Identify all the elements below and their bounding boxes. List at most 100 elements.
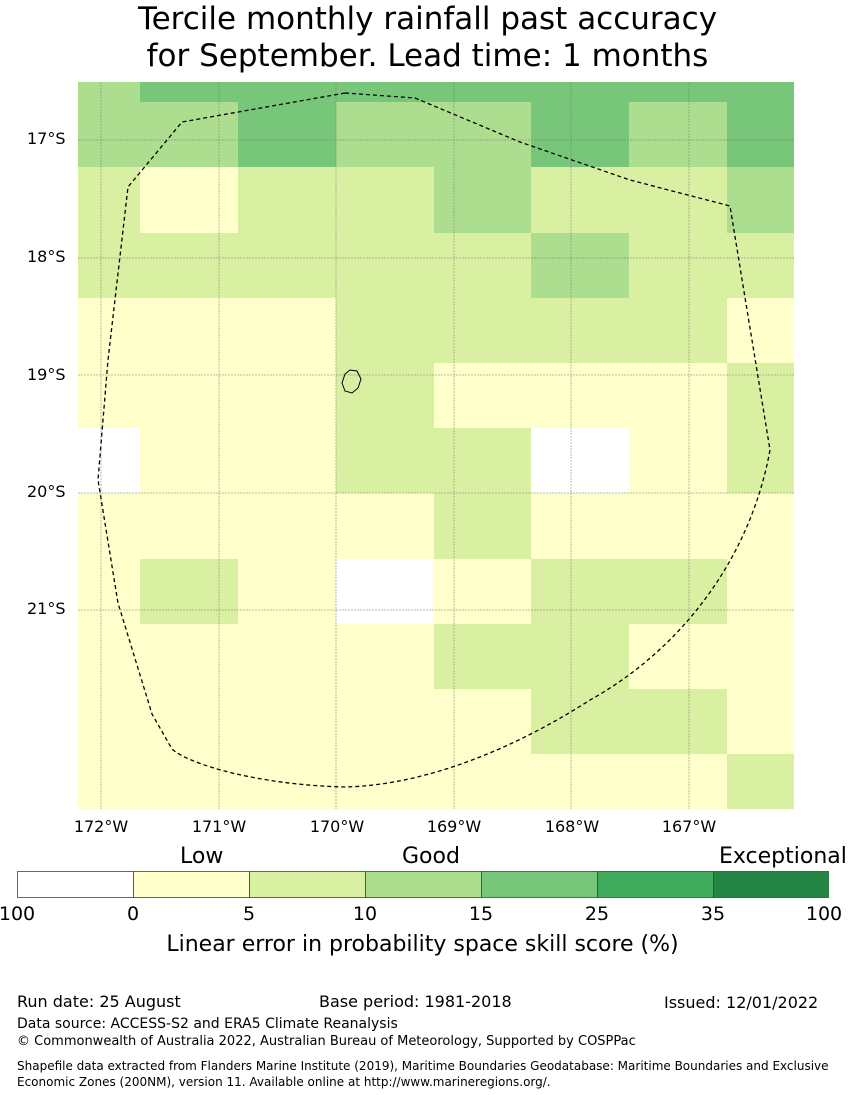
skill-cell (727, 82, 794, 102)
skill-cell (531, 102, 629, 167)
skill-cell (434, 82, 531, 102)
skill-cell (434, 233, 531, 298)
skill-cell (78, 298, 140, 363)
skill-cell (238, 167, 336, 233)
skill-cell (336, 298, 434, 363)
skill-cell (629, 754, 727, 809)
skill-cell (336, 493, 434, 559)
skill-cell (727, 298, 794, 363)
skill-cell (140, 298, 238, 363)
skill-cell (238, 233, 336, 298)
eez-boundary (97, 92, 771, 788)
run-date: Run date: 25 August (17, 992, 181, 1011)
issued-date: Issued: 12/01/2022 (664, 993, 819, 1012)
skill-cell (238, 559, 336, 624)
skill-cell (78, 624, 140, 689)
shapefile-credit-line1: Shapefile data extracted from Flanders M… (17, 1059, 829, 1073)
lat-label-20s: 20°S (27, 482, 66, 501)
legend-swatch (365, 871, 482, 898)
skill-cell (238, 82, 336, 102)
skill-cell (78, 233, 140, 298)
skill-cell (629, 102, 727, 167)
skill-cell (629, 167, 727, 233)
skill-cell (531, 754, 629, 809)
lat-label-19s: 19°S (27, 365, 66, 384)
skill-cell (531, 428, 629, 493)
chart-title-line1: Tercile monthly rainfall past accuracy (137, 1, 718, 37)
legend-title: Linear error in probability space skill … (166, 932, 679, 957)
skill-cell (238, 363, 336, 428)
skill-cell (78, 559, 140, 624)
skill-cell (140, 559, 238, 624)
legend-swatch (713, 871, 829, 898)
skill-cell (434, 689, 531, 754)
skill-cell (531, 82, 629, 102)
legend-tick: 15 (468, 903, 494, 925)
skill-cell (336, 624, 434, 689)
skill-cell (336, 363, 434, 428)
skill-cell (336, 428, 434, 493)
skill-cell (531, 363, 629, 428)
skill-cell (629, 493, 727, 559)
skill-cell (727, 233, 794, 298)
skill-cell (727, 102, 794, 167)
skill-cell (434, 363, 531, 428)
lon-label-172w: 172°W (73, 817, 129, 836)
skill-cell (336, 102, 434, 167)
skill-cell (629, 363, 727, 428)
skill-cell (78, 167, 140, 233)
lon-label-169w: 169°W (426, 817, 482, 836)
skill-cell (531, 689, 629, 754)
legend-category-good: Good (402, 844, 460, 869)
skill-cell (629, 689, 727, 754)
lat-label-17s: 17°S (27, 129, 66, 148)
skill-cell (336, 754, 434, 809)
skill-cell (78, 102, 140, 167)
skill-cell (238, 102, 336, 167)
skill-cell (434, 167, 531, 233)
skill-cell (238, 754, 336, 809)
skill-cell (238, 428, 336, 493)
legend-tick: 100 (805, 903, 843, 925)
skill-cell (78, 754, 140, 809)
skill-cell (531, 624, 629, 689)
skill-map (78, 82, 794, 809)
lon-label-167w: 167°W (661, 817, 717, 836)
skill-cell (531, 493, 629, 559)
skill-cell (727, 559, 794, 624)
legend-swatch (597, 871, 714, 898)
legend-tick: 35 (700, 903, 726, 925)
skill-cell (531, 167, 629, 233)
skill-cell (727, 754, 794, 809)
lon-label-171w: 171°W (191, 817, 247, 836)
skill-cell (140, 167, 238, 233)
skill-cell (434, 428, 531, 493)
legend-tick: 0 (126, 903, 140, 925)
base-period: Base period: 1981-2018 (319, 992, 512, 1011)
skill-cell (629, 82, 727, 102)
legend-category-exceptional: Exceptional (719, 844, 847, 869)
skill-cell (727, 624, 794, 689)
lat-label-21s: 21°S (27, 599, 66, 618)
skill-cell (531, 559, 629, 624)
skill-cell (434, 493, 531, 559)
skill-cell (238, 493, 336, 559)
skill-cell (727, 689, 794, 754)
chart-title-line2: for September. Lead time: 1 months (146, 38, 709, 74)
lat-label-18s: 18°S (27, 247, 66, 266)
skill-cell (78, 82, 140, 102)
skill-cell (140, 428, 238, 493)
skill-cell (78, 493, 140, 559)
legend-category-low: Low (180, 844, 224, 869)
skill-cell (140, 102, 238, 167)
graticule (78, 82, 794, 809)
skill-cell (629, 233, 727, 298)
skill-cell (140, 754, 238, 809)
skill-cell (336, 559, 434, 624)
legend-tick: 100 (0, 903, 36, 925)
skill-cell (336, 82, 434, 102)
legend-tick: 25 (584, 903, 610, 925)
copyright: © Commonwealth of Australia 2022, Austra… (17, 1034, 636, 1049)
skill-cell (140, 493, 238, 559)
legend-swatch (17, 871, 134, 898)
